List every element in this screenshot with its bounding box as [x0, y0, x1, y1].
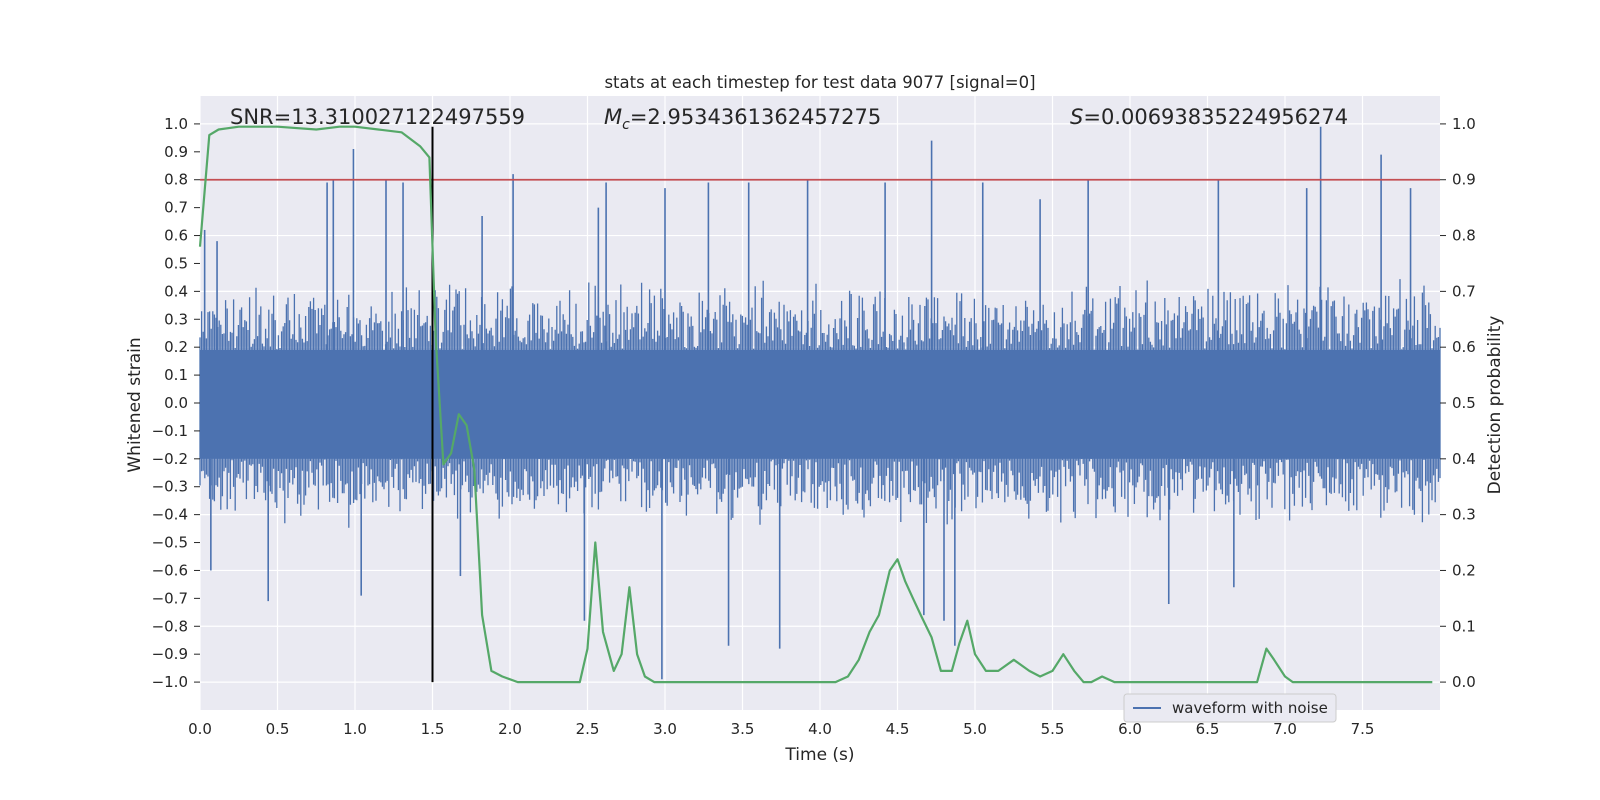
snr-annotation: SNR=13.310027122497559: [230, 105, 525, 129]
y-tick-label: 0.1: [164, 366, 188, 384]
legend: waveform with noise: [1123, 693, 1337, 723]
y-tick-label: −0.6: [152, 561, 188, 579]
y2-tick-label: 0.6: [1452, 338, 1476, 356]
x-tick-label: 5.5: [1041, 720, 1065, 738]
x-axis-title: Time (s): [784, 745, 854, 765]
y-tick-label: −0.7: [152, 589, 188, 607]
x-tick-label: 5.0: [963, 720, 987, 738]
y2-tick-label: 0.3: [1452, 506, 1476, 524]
x-tick-label: 1.0: [343, 720, 367, 738]
x-tick-label: 2.5: [576, 720, 600, 738]
y-tick-label: −1.0: [152, 673, 188, 691]
y2-axis-title: Detection probability: [1485, 316, 1505, 495]
y2-tick-labels: 1.0 0.9 0.8 0.7 0.6 0.5 0.4 0.3 0.2 0.1 0.0: [1440, 115, 1476, 691]
y2-tick-label: 0.8: [1452, 227, 1476, 245]
y-tick-label: −0.4: [152, 506, 188, 524]
y-tick-label: 0.0: [164, 394, 188, 412]
waveform-noise: [199, 279, 1441, 528]
y-tick-label: −0.9: [152, 645, 188, 663]
x-tick-label: 4.0: [808, 720, 832, 738]
y-tick-label: −0.5: [152, 534, 188, 552]
y-tick-label: 0.8: [164, 171, 188, 189]
x-tick-label: 3.5: [731, 720, 755, 738]
y-axis-title: Whitened strain: [125, 337, 145, 472]
y-tick-label: 1.0: [164, 115, 188, 133]
x-tick-label: 6.0: [1118, 720, 1142, 738]
score-annotation: S=0.00693835224956274: [1070, 105, 1348, 129]
chirp-mass-annotation: Mc=2.9534361362457275: [604, 105, 881, 133]
x-tick-label: 6.5: [1196, 720, 1220, 738]
x-tick-label: 0.5: [266, 720, 290, 738]
y-tick-label: 0.9: [164, 143, 188, 161]
y-tick-label: −0.1: [152, 422, 188, 440]
y2-tick-label: 0.0: [1452, 673, 1476, 691]
x-tick-labels: 0.0 0.5 1.0 1.5 2.0 2.5 3.0 3.5 4.0 4.5 5.0 5.5 6.0 6…: [188, 720, 1374, 738]
y-tick-label: 0.5: [164, 254, 188, 272]
y2-tick-label: 0.4: [1452, 450, 1476, 468]
legend-label: waveform with noise: [1172, 699, 1328, 717]
y-tick-label: 0.4: [164, 282, 188, 300]
y2-tick-label: 0.1: [1452, 617, 1476, 635]
y-tick-label: 0.7: [164, 199, 188, 217]
y2-tick-label: 0.7: [1452, 282, 1476, 300]
x-tick-label: 3.0: [653, 720, 677, 738]
y2-tick-label: 0.9: [1452, 171, 1476, 189]
x-tick-label: 7.5: [1351, 720, 1375, 738]
y2-tick-label: 0.5: [1452, 394, 1476, 412]
y2-tick-label: 0.2: [1452, 561, 1476, 579]
y-tick-labels: 1.0 0.9 0.8 0.7 0.6 0.5 0.4 0.3 0.2 0.1 0.0 −0.1 −0.…: [152, 115, 200, 691]
y-tick-label: 0.3: [164, 310, 188, 328]
chirp-mass-symbol: M: [604, 105, 622, 129]
probability-line: [198, 125, 1433, 684]
y-tick-label: −0.2: [152, 450, 188, 468]
score-symbol: S: [1070, 105, 1083, 129]
x-tick-label: 4.5: [886, 720, 910, 738]
legend-box: [1123, 693, 1337, 723]
y-tick-label: 0.6: [164, 227, 188, 245]
score-value: =0.00693835224956274: [1083, 105, 1348, 129]
x-tick-label: 1.5: [421, 720, 445, 738]
chirp-mass-value: =2.9534361362457275: [630, 105, 881, 129]
y-tick-label: −0.3: [152, 478, 188, 496]
x-tick-label: 2.0: [498, 720, 522, 738]
chirp-mass-subscript: c: [622, 117, 630, 133]
y-tick-label: −0.8: [152, 617, 188, 635]
chart-title: stats at each timestep for test data 907…: [604, 73, 1035, 92]
x-tick-label: 0.0: [188, 720, 212, 738]
y2-tick-label: 1.0: [1452, 115, 1476, 133]
waveform-series: [199, 126, 1441, 680]
x-tick-label: 7.0: [1273, 720, 1297, 738]
y-tick-label: 0.2: [164, 338, 188, 356]
probability-series: [198, 125, 1433, 684]
